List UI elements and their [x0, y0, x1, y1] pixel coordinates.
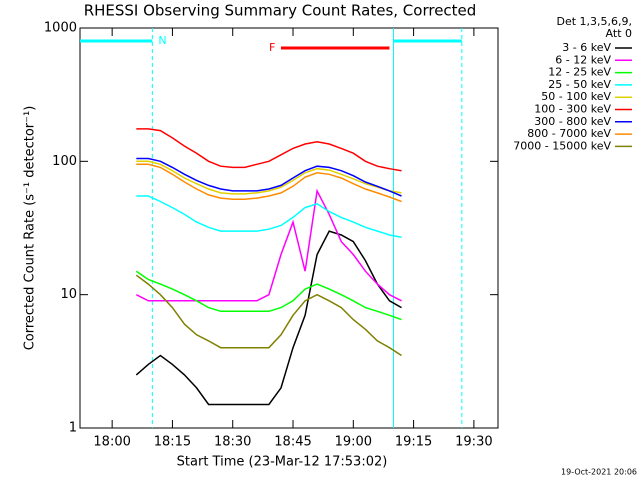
series-line [135, 230, 402, 406]
legend-header: Det 1,3,5,6,9, [556, 15, 632, 28]
x-tick-label: 19:15 [395, 435, 432, 450]
x-tick-label: 18:00 [93, 435, 130, 450]
legend-label: 300 - 800 keV [534, 115, 611, 128]
x-axis-label: Start Time (23-Mar-12 17:53:02) [177, 455, 388, 470]
x-tick-label: 18:15 [154, 435, 191, 450]
y-tick-label: 100 [52, 154, 77, 169]
legend-label: 50 - 100 keV [541, 90, 611, 103]
series-line [136, 163, 402, 203]
series-line [136, 128, 402, 172]
legend-label: 7000 - 15000 keV [513, 139, 611, 152]
y-tick-label: 1 [69, 421, 77, 436]
interval-label: N [158, 34, 166, 47]
legend-label: 800 - 7000 keV [527, 127, 611, 140]
series-line [136, 195, 402, 238]
y-axis-label: Corrected Count Rate (s⁻¹ detector⁻¹) [23, 106, 38, 351]
x-tick-label: 19:00 [335, 435, 372, 450]
interval-label: F [269, 41, 275, 54]
x-tick-label: 18:45 [274, 435, 311, 450]
y-tick-label: 10 [60, 287, 77, 302]
x-tick-label: 18:30 [214, 435, 251, 450]
series-line [135, 270, 402, 321]
series-line [135, 274, 402, 357]
legend-header: Att 0 [606, 27, 632, 40]
series-line [136, 160, 402, 195]
x-tick-label: 19:30 [455, 435, 492, 450]
footer: 19-Oct-2021 20:06 [561, 468, 637, 477]
plot-frame [79, 27, 499, 429]
series-line [136, 157, 402, 197]
legend-label: 100 - 300 keV [534, 103, 611, 116]
chart-title: RHESSI Observing Summary Count Rates, Co… [84, 2, 477, 20]
legend-label: 6 - 12 keV [555, 53, 611, 66]
legend-label: 3 - 6 keV [562, 41, 611, 54]
legend-label: 25 - 50 keV [548, 78, 611, 91]
series-line [135, 188, 402, 302]
y-tick-label: 1000 [44, 21, 77, 36]
legend-label: 12 - 25 keV [548, 66, 611, 79]
